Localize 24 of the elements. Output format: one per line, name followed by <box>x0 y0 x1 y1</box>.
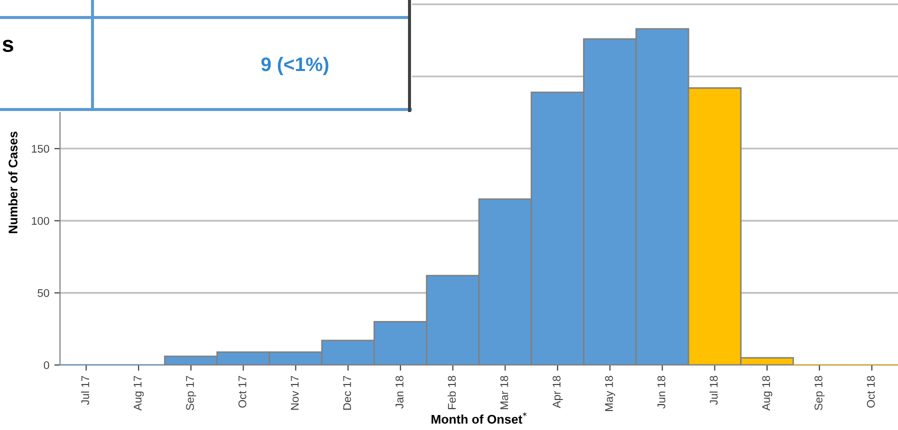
x-tick-label: Apr 18 <box>552 376 563 408</box>
x-tick-label: Aug 17 <box>134 376 144 411</box>
y-tick-label: 150 <box>32 144 50 153</box>
y-tick-label: 0 <box>44 361 50 370</box>
x-tick-label: Dec 17 <box>343 376 352 410</box>
x-tick-label: Mar 18 <box>500 376 508 410</box>
x-tick-label: Sep 18 <box>814 376 825 410</box>
annotation: 9 (<1%) <box>261 56 328 76</box>
y-axis-title: Number of Cases <box>8 132 18 234</box>
x-tick-label: Oct 17 <box>238 376 246 408</box>
x-tick-label: Oct 18 <box>866 376 875 408</box>
x-tick-label: Jul 18 <box>710 376 718 405</box>
x-tick-label: Sep 17 <box>186 376 196 410</box>
x-tick-label: Jun 18 <box>657 376 666 409</box>
x-tick-label: Nov 17 <box>290 376 299 410</box>
x-tick-label: Feb 18 <box>448 376 456 410</box>
x-tick-label: Jan 18 <box>396 376 404 409</box>
x-tick-label: Jul 17 <box>81 376 90 405</box>
y-tick-label: 50 <box>38 289 50 297</box>
text: s <box>2 40 14 52</box>
x-tick-label: May 18 <box>605 376 616 411</box>
x-tick-label: Aug 18 <box>762 376 772 411</box>
x-axis-title: Month of Onset$^{*}$ <box>432 412 527 424</box>
y-tick-label: 100 <box>32 217 50 225</box>
